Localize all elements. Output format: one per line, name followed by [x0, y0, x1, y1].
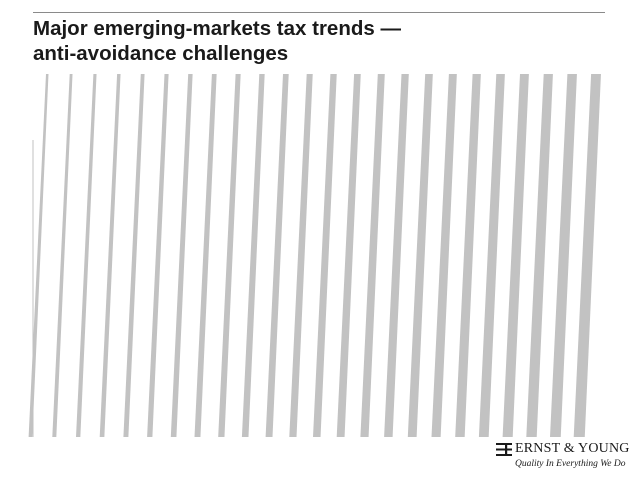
brand-logo: ERNST & YOUNG Quality In Everything We D… [496, 441, 629, 473]
diagonal-stripe [241, 74, 265, 437]
slide-title-line-1: Major emerging-markets tax trends — [33, 17, 401, 40]
diagonal-stripe [550, 74, 577, 437]
diagonal-stripe [502, 74, 529, 437]
diagonal-stripe [218, 74, 241, 437]
diagonal-stripe [336, 74, 361, 437]
diagonal-stripe [194, 74, 217, 437]
diagonal-stripe [526, 74, 553, 437]
diagonal-stripe [360, 74, 385, 437]
diagonal-stripe [123, 74, 145, 437]
diagonal-stripe [99, 74, 121, 437]
ey-logo-icon [496, 443, 512, 456]
brand-tagline: Quality In Everything We Do [515, 459, 626, 469]
diagonal-stripe [76, 74, 97, 437]
diagonal-stripe [52, 74, 73, 437]
diagonal-stripe [384, 74, 409, 437]
diagonal-stripe [170, 74, 193, 437]
diagonal-stripe [28, 74, 49, 437]
title-rule [33, 12, 605, 13]
diagonal-stripe [147, 74, 169, 437]
brand-name: ERNST & YOUNG [515, 441, 630, 456]
diagonal-stripe [455, 74, 481, 437]
diagonal-stripe [431, 74, 457, 437]
diagonal-stripe [313, 74, 337, 437]
diagonal-stripe [573, 74, 601, 437]
slide-title: Major emerging-markets tax trends — anti… [33, 16, 401, 66]
diagonal-stripe [265, 74, 289, 437]
diagonal-stripe [289, 74, 313, 437]
diagonal-stripe [407, 74, 433, 437]
diagonal-stripe [478, 74, 505, 437]
slide-title-line-2: anti-avoidance challenges [33, 42, 289, 65]
